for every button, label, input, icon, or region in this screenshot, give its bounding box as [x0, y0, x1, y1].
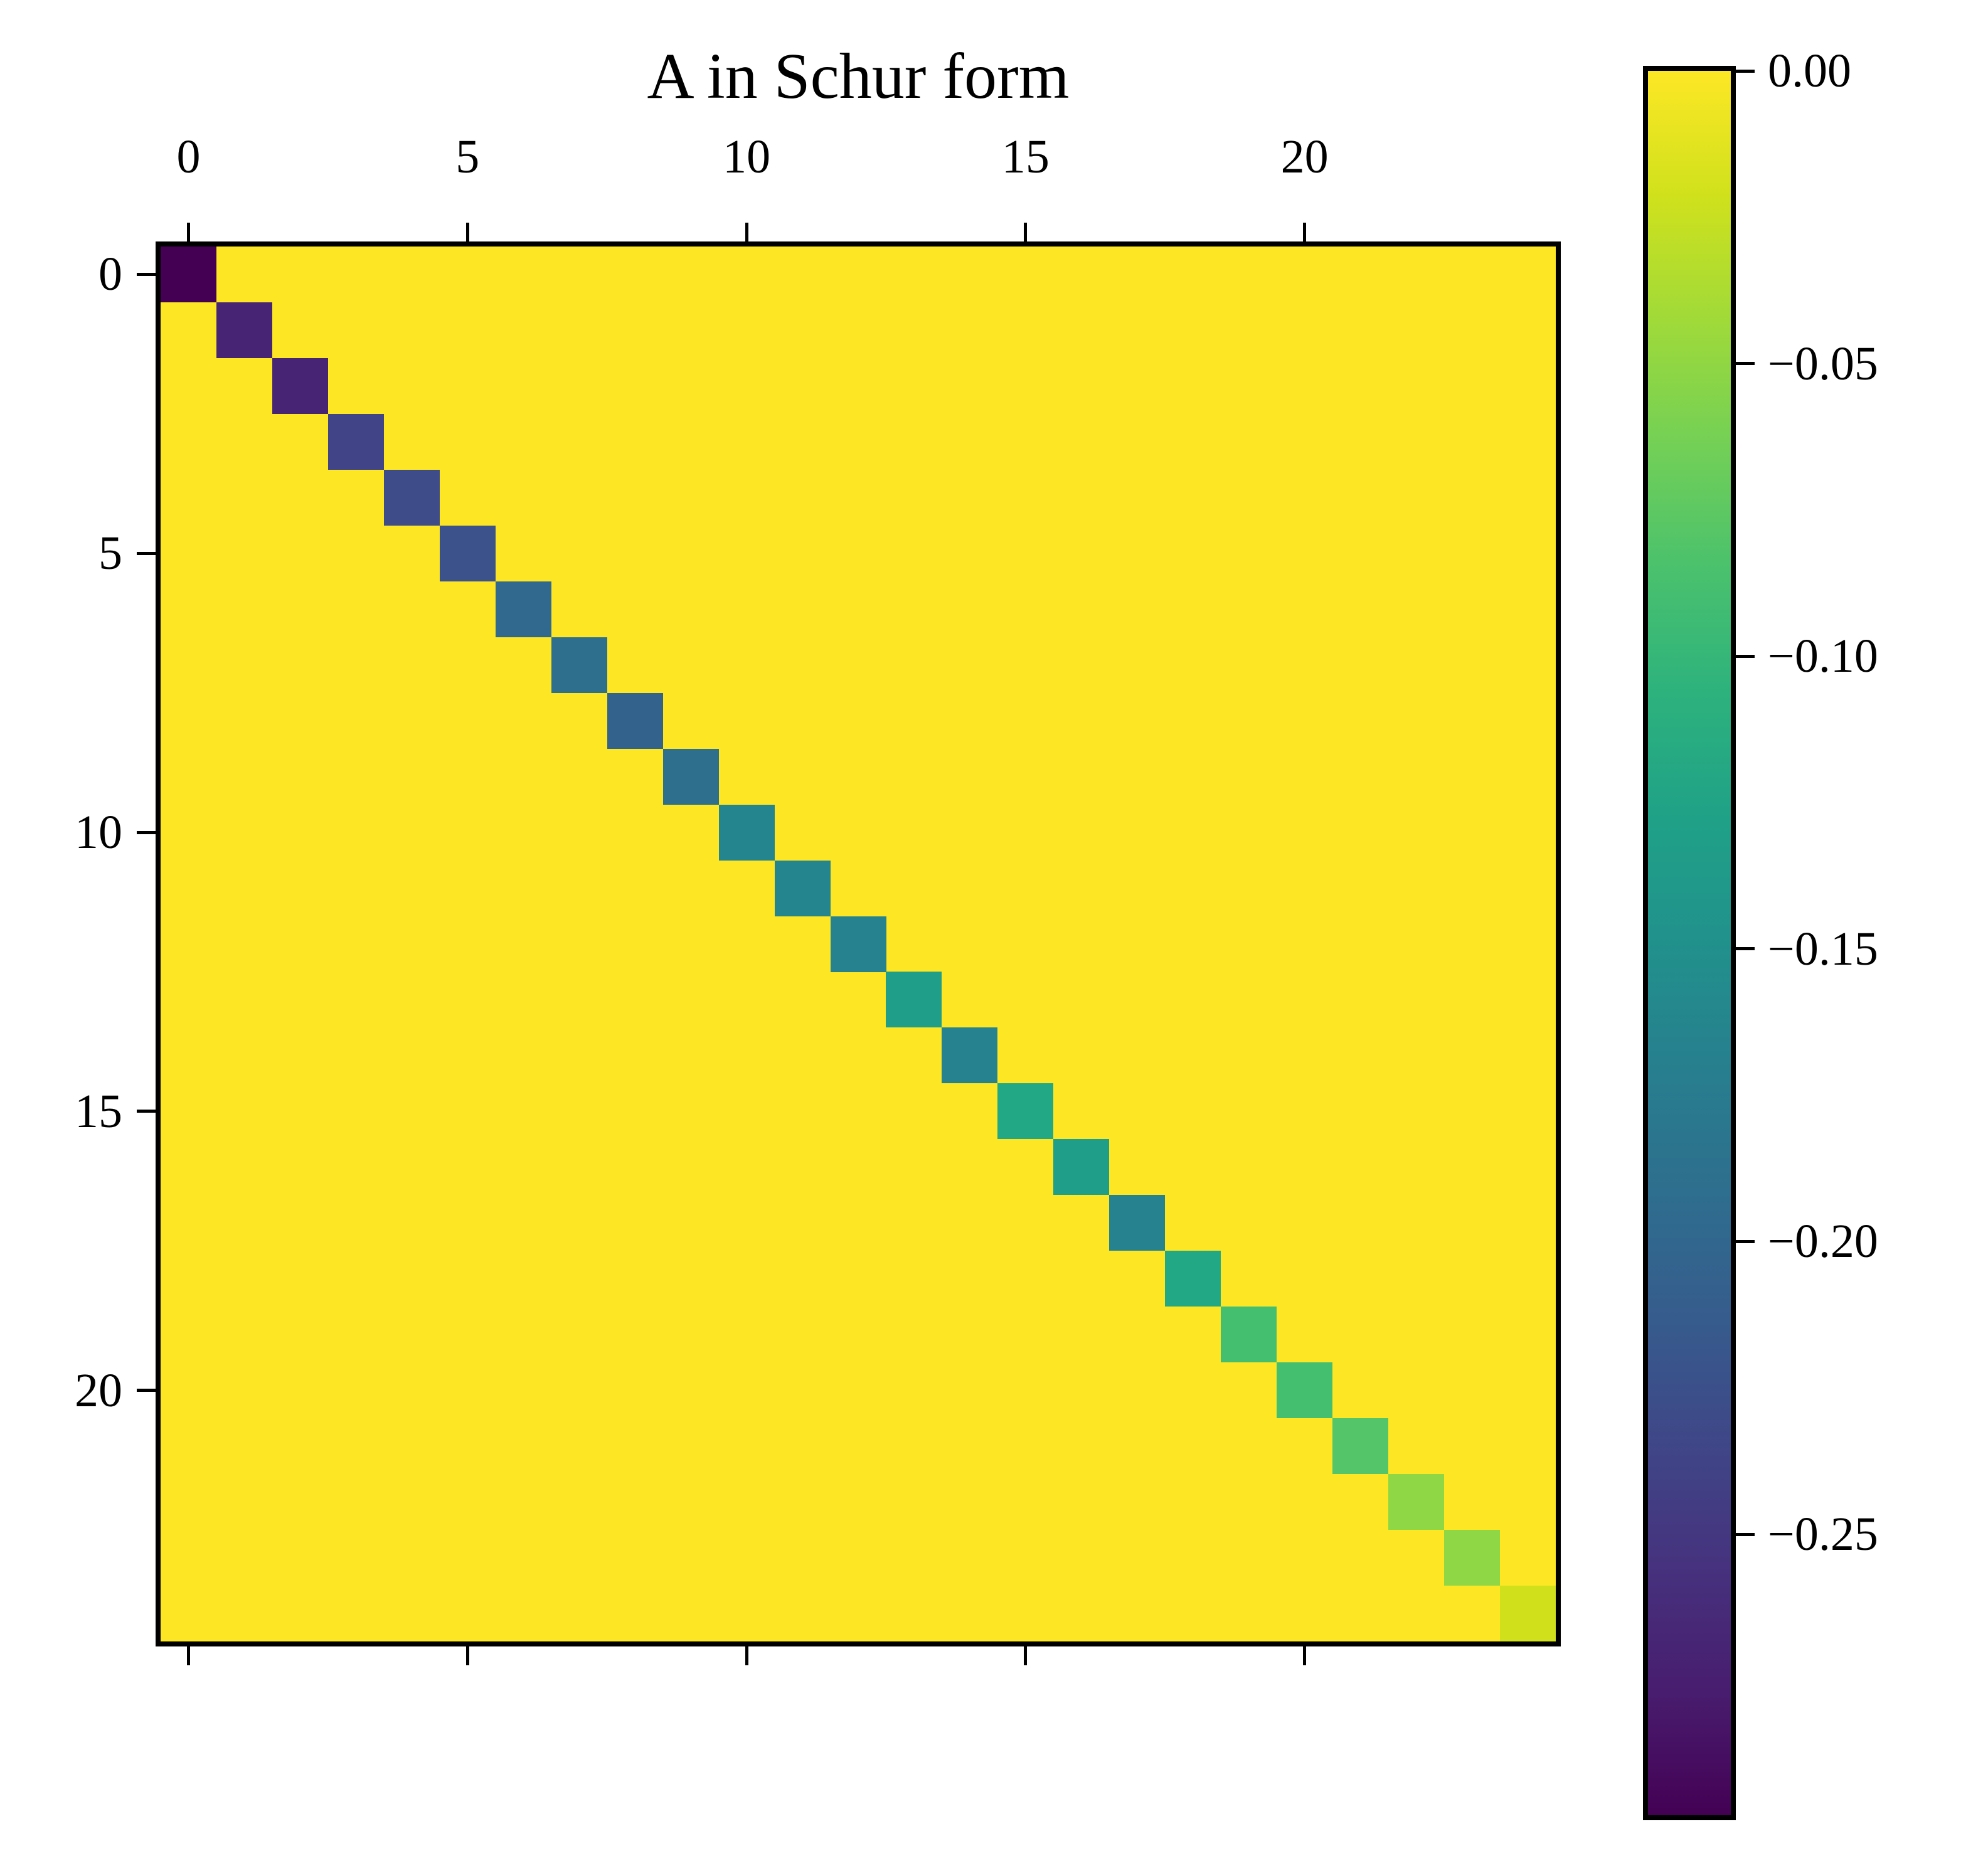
matrix-cell — [1165, 1251, 1221, 1307]
y-tick-label: 20 — [75, 1364, 122, 1417]
matrix-cell — [830, 916, 886, 972]
x-tick-mark — [186, 1646, 190, 1665]
colorbar-tick-mark — [1736, 69, 1755, 73]
x-tick-label: 0 — [176, 130, 201, 183]
chart-title: A in Schur form — [647, 40, 1070, 112]
x-tick-label: 10 — [723, 130, 771, 183]
colorbar-tick-mark — [1736, 654, 1755, 658]
matrix-cell — [1221, 1307, 1277, 1363]
y-tick-mark — [137, 1389, 156, 1392]
colorbar-tick-mark — [1736, 362, 1755, 366]
matrix-cell — [161, 247, 216, 302]
matrix-cell — [662, 748, 719, 805]
matrix-cell — [439, 525, 496, 581]
matrix-cell — [607, 692, 663, 749]
y-tick-label: 10 — [75, 806, 122, 859]
y-tick-label: 5 — [98, 527, 122, 580]
matrix-cell — [942, 1027, 998, 1084]
colorbar-tick-label: −0.25 — [1768, 1508, 1878, 1561]
x-tick-mark — [186, 223, 190, 241]
y-tick-label: 0 — [98, 248, 122, 301]
colorbar-tick-mark — [1736, 1532, 1755, 1536]
matrix-cell — [1388, 1474, 1445, 1530]
x-tick-mark — [745, 1646, 748, 1665]
colorbar-tick-label: −0.05 — [1768, 337, 1878, 390]
y-tick-mark — [137, 272, 156, 276]
x-tick-label: 15 — [1001, 130, 1050, 183]
matrix-cell — [216, 302, 272, 358]
colorbar-tick-mark — [1736, 947, 1755, 951]
matrix-cell — [1109, 1195, 1166, 1251]
x-tick-mark — [1024, 223, 1028, 241]
matrix-cell — [383, 469, 440, 526]
matrix-cell — [327, 413, 384, 470]
matrix-cell — [272, 358, 328, 414]
matrix-cell — [1332, 1418, 1389, 1475]
colorbar-tick-mark — [1736, 1239, 1755, 1243]
y-tick-mark — [137, 1110, 156, 1113]
matrix-cell — [495, 581, 551, 637]
matrix-cell — [1500, 1586, 1556, 1642]
y-tick-mark — [137, 551, 156, 555]
x-tick-mark — [1024, 1646, 1028, 1665]
matrix-cell — [774, 860, 831, 916]
heatmap-axes — [156, 241, 1561, 1646]
x-tick-mark — [465, 223, 469, 241]
matrix-cell — [1444, 1530, 1501, 1586]
matrix-cell — [1277, 1362, 1333, 1419]
x-tick-mark — [465, 1646, 469, 1665]
x-tick-label: 20 — [1280, 130, 1329, 183]
matrix-cell — [1053, 1139, 1110, 1195]
colorbar-tick-label: −0.20 — [1768, 1215, 1878, 1268]
x-tick-mark — [1303, 223, 1307, 241]
colorbar-tick-label: −0.15 — [1768, 922, 1878, 975]
matrix-cell — [718, 804, 775, 861]
y-tick-mark — [137, 830, 156, 834]
x-tick-mark — [1303, 1646, 1307, 1665]
y-tick-label: 15 — [75, 1084, 122, 1138]
matrix-cell — [551, 637, 607, 693]
matrix-cell — [997, 1083, 1054, 1140]
matrix-cell — [886, 972, 942, 1028]
x-tick-label: 5 — [455, 130, 480, 183]
colorbar — [1643, 66, 1736, 1820]
colorbar-tick-label: −0.10 — [1768, 630, 1878, 683]
x-tick-mark — [745, 223, 748, 241]
colorbar-tick-label: 0.00 — [1768, 45, 1851, 97]
